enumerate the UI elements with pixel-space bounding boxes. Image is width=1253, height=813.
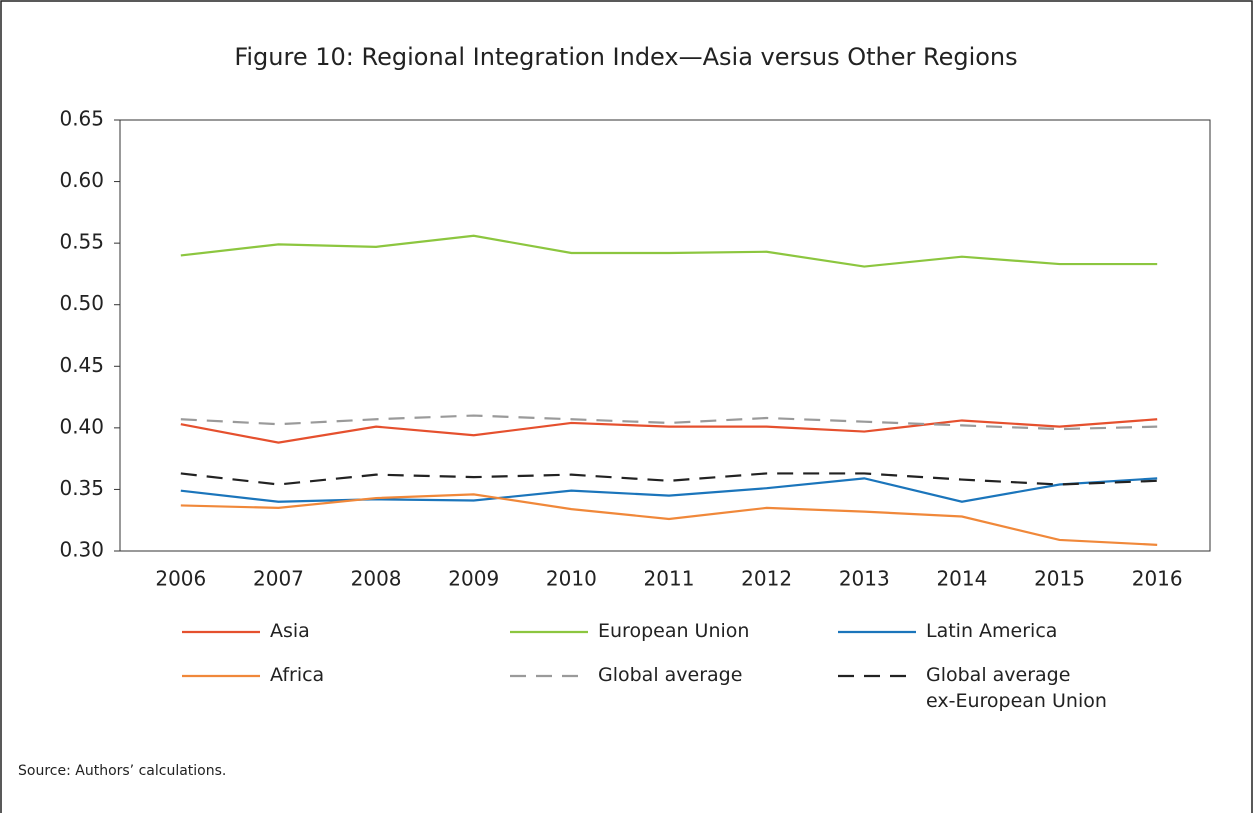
series-line	[180, 472, 1158, 486]
legend-label: European Union	[598, 620, 750, 642]
legend-label: Global average ex-European Union	[926, 664, 1107, 712]
source: Source: Authors’ calculations.	[18, 763, 226, 779]
series-line	[180, 477, 1158, 503]
plot-frame	[119, 119, 1211, 552]
series-line	[180, 418, 1158, 444]
x-tick-label: 2012	[741, 567, 792, 591]
series-line	[180, 414, 1158, 431]
legend-label: Latin America	[926, 620, 1058, 642]
series-line	[180, 234, 1158, 268]
legend-label: Global average	[598, 664, 743, 686]
y-tick-label: 0.55	[59, 230, 104, 254]
x-tick-label: 2016	[1132, 567, 1183, 591]
y-tick-label: 0.65	[59, 107, 104, 131]
x-tick-label: 2011	[644, 567, 695, 591]
series-line	[180, 493, 1158, 546]
x-tick-label: 2006	[155, 567, 206, 591]
x-tick-label: 2007	[253, 567, 304, 591]
y-tick-label: 0.50	[59, 291, 104, 315]
y-tick-label: 0.30	[59, 538, 104, 562]
x-tick-label: 2010	[546, 567, 597, 591]
y-tick-label: 0.60	[59, 168, 104, 192]
y-tick-label: 0.45	[59, 353, 104, 377]
x-tick-label: 2014	[936, 567, 987, 591]
x-tick-label: 2013	[839, 567, 890, 591]
y-tick-label: 0.35	[59, 476, 104, 500]
x-tick-label: 2008	[351, 567, 402, 591]
y-tick-label: 0.40	[59, 414, 104, 438]
chart-title: Figure 10: Regional Integration Index—As…	[234, 43, 1017, 71]
legend-label: Asia	[270, 620, 310, 642]
legend-label: Africa	[270, 664, 325, 686]
x-tick-label: 2009	[448, 567, 499, 591]
x-tick-label: 2015	[1034, 567, 1085, 591]
